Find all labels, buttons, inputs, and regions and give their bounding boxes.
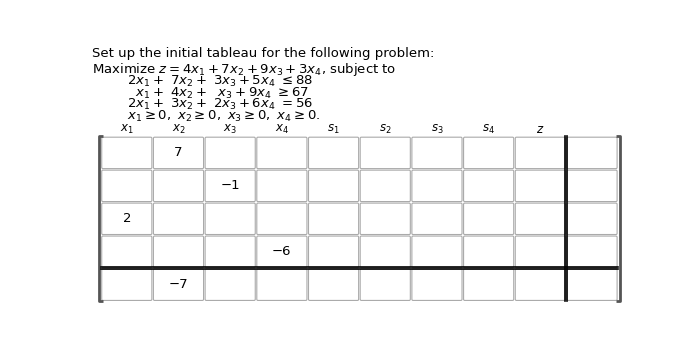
FancyBboxPatch shape <box>361 269 411 301</box>
Text: $x_1$: $x_1$ <box>120 123 134 136</box>
FancyBboxPatch shape <box>257 203 307 234</box>
FancyBboxPatch shape <box>153 236 203 268</box>
Text: $2x_1 + \ 3x_2 + \ 2x_3 + 6x_4 \ = 56$: $2x_1 + \ 3x_2 + \ 2x_3 + 6x_4 \ = 56$ <box>127 97 313 112</box>
FancyBboxPatch shape <box>567 137 617 169</box>
FancyBboxPatch shape <box>464 269 514 301</box>
Text: $2x_1 + \ 7x_2 + \ 3x_3 + 5x_4 \ \leq 88$: $2x_1 + \ 7x_2 + \ 3x_3 + 5x_4 \ \leq 88… <box>127 74 313 89</box>
FancyBboxPatch shape <box>464 137 514 169</box>
FancyBboxPatch shape <box>308 236 358 268</box>
FancyBboxPatch shape <box>308 203 358 234</box>
FancyBboxPatch shape <box>567 269 617 301</box>
FancyBboxPatch shape <box>361 137 411 169</box>
Text: $s_2$: $s_2$ <box>379 123 392 136</box>
Text: $s_3$: $s_3$ <box>431 123 443 136</box>
Text: −1: −1 <box>221 179 240 192</box>
FancyBboxPatch shape <box>567 236 617 268</box>
FancyBboxPatch shape <box>205 170 255 201</box>
FancyBboxPatch shape <box>257 269 307 301</box>
FancyBboxPatch shape <box>308 269 358 301</box>
FancyBboxPatch shape <box>102 236 152 268</box>
Text: $s_4$: $s_4$ <box>482 123 495 136</box>
FancyBboxPatch shape <box>464 203 514 234</box>
FancyBboxPatch shape <box>257 236 307 268</box>
FancyBboxPatch shape <box>567 170 617 201</box>
FancyBboxPatch shape <box>464 170 514 201</box>
FancyBboxPatch shape <box>412 236 462 268</box>
Text: $x_3$: $x_3$ <box>223 123 237 136</box>
Text: −7: −7 <box>168 278 189 291</box>
FancyBboxPatch shape <box>515 203 565 234</box>
FancyBboxPatch shape <box>412 137 462 169</box>
Text: 2: 2 <box>122 212 131 225</box>
FancyBboxPatch shape <box>567 203 617 234</box>
FancyBboxPatch shape <box>361 236 411 268</box>
Text: $x_1 \geq 0,\ x_2 \geq 0,\ x_3 \geq 0,\ x_4 \geq 0.$: $x_1 \geq 0,\ x_2 \geq 0,\ x_3 \geq 0,\ … <box>127 109 321 124</box>
Text: Set up the initial tableau for the following problem:: Set up the initial tableau for the follo… <box>93 47 435 60</box>
Text: $\ \ x_1 + \ 4x_2 + \ \ x_3 + 9x_4 \ \geq 67$: $\ \ x_1 + \ 4x_2 + \ \ x_3 + 9x_4 \ \ge… <box>127 86 309 101</box>
FancyBboxPatch shape <box>464 236 514 268</box>
FancyBboxPatch shape <box>102 269 152 301</box>
FancyBboxPatch shape <box>412 203 462 234</box>
FancyBboxPatch shape <box>153 203 203 234</box>
FancyBboxPatch shape <box>515 137 565 169</box>
FancyBboxPatch shape <box>515 269 565 301</box>
FancyBboxPatch shape <box>205 137 255 169</box>
FancyBboxPatch shape <box>153 269 203 301</box>
FancyBboxPatch shape <box>153 137 203 169</box>
FancyBboxPatch shape <box>257 170 307 201</box>
Text: $x_2$: $x_2$ <box>172 123 185 136</box>
FancyBboxPatch shape <box>205 203 255 234</box>
Text: $s_1$: $s_1$ <box>327 123 340 136</box>
Text: Maximize $z = 4x_1 + 7x_2 + 9x_3 + 3x_4$, subject to: Maximize $z = 4x_1 + 7x_2 + 9x_3 + 3x_4$… <box>93 61 397 78</box>
FancyBboxPatch shape <box>205 236 255 268</box>
FancyBboxPatch shape <box>102 203 152 234</box>
FancyBboxPatch shape <box>361 170 411 201</box>
FancyBboxPatch shape <box>412 170 462 201</box>
Text: −6: −6 <box>272 245 292 258</box>
FancyBboxPatch shape <box>412 269 462 301</box>
FancyBboxPatch shape <box>308 170 358 201</box>
Text: $x_4$: $x_4$ <box>275 123 289 136</box>
FancyBboxPatch shape <box>257 137 307 169</box>
FancyBboxPatch shape <box>515 236 565 268</box>
FancyBboxPatch shape <box>102 137 152 169</box>
Text: 7: 7 <box>174 147 183 159</box>
FancyBboxPatch shape <box>361 203 411 234</box>
FancyBboxPatch shape <box>205 269 255 301</box>
Text: $z$: $z$ <box>536 123 544 136</box>
FancyBboxPatch shape <box>515 170 565 201</box>
FancyBboxPatch shape <box>153 170 203 201</box>
FancyBboxPatch shape <box>308 137 358 169</box>
FancyBboxPatch shape <box>102 170 152 201</box>
